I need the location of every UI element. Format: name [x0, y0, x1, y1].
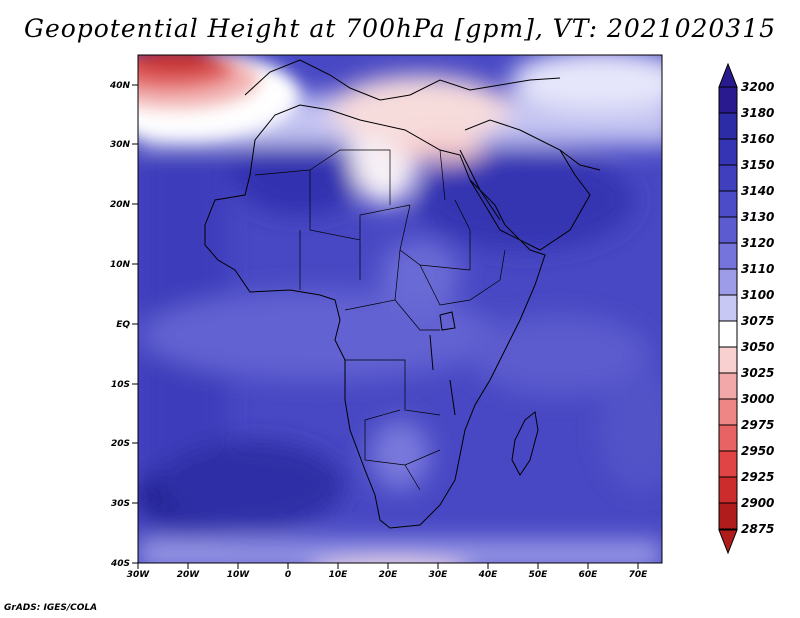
colorbar-segment [718, 320, 738, 348]
colorbar-label: 3150 [741, 158, 774, 172]
lat-label-10s: 10S [111, 380, 130, 390]
coastlines [204, 59, 601, 529]
lon-label-20e: 20E [379, 570, 399, 580]
colorbar-arrow-bottom [718, 529, 738, 555]
persian-gulf [559, 149, 601, 171]
africa-coastline [204, 104, 546, 529]
colorbar-label: 2900 [741, 496, 774, 510]
colorbar-label: 2925 [741, 470, 774, 484]
colorbar-segment [718, 86, 738, 114]
colorbar-label: 3000 [741, 392, 774, 406]
europe-coastline [244, 59, 561, 101]
colorbar-segment [718, 138, 738, 166]
lat-label-40n: 40N [109, 81, 131, 91]
lon-label-20w: 20W [177, 570, 201, 580]
colorbar-segment [718, 424, 738, 452]
colorbar-segment [718, 164, 738, 192]
lat-label-20s: 20S [111, 439, 130, 449]
lon-label-30e: 30E [429, 570, 449, 580]
colorbar-segment [718, 502, 738, 530]
chart-title: Geopotential Height at 700hPa [gpm], VT:… [23, 14, 777, 43]
lat-label-20n: 20N [110, 200, 131, 210]
lon-label-0: 0 [285, 570, 291, 580]
arabia-coastline [464, 119, 591, 251]
colorbar-segment [718, 112, 738, 140]
colorbar-label: 3180 [741, 106, 774, 120]
lat-label-40s: 40S [110, 559, 130, 569]
colorbar-label: 3100 [741, 288, 774, 302]
shaded-field [138, 55, 662, 563]
colorbar-segment [718, 294, 738, 322]
madagascar-coastline [511, 411, 539, 476]
colorbar-label: 3075 [741, 314, 774, 328]
lat-label-30s: 30S [111, 499, 130, 509]
colorbar-segment [718, 398, 738, 426]
lon-label-60e: 60E [579, 570, 599, 580]
lon-label-50e: 50E [529, 570, 549, 580]
colorbar-label: 3025 [741, 366, 774, 380]
lat-label-30n: 30N [110, 140, 131, 150]
colorbar-label: 3200 [741, 80, 774, 94]
lon-label-70e: 70E [629, 570, 649, 580]
colorbar-segment [718, 190, 738, 218]
lon-label-10e: 10E [329, 570, 349, 580]
colorbar-segment [718, 346, 738, 374]
colorbar-segment [718, 268, 738, 296]
great-rift-lakes [429, 334, 456, 416]
country-borders [254, 149, 506, 491]
colorbar-label: 2950 [741, 444, 774, 458]
lon-axis: 30W 20W 10W 0 10E 20E 30E 40E 50E 60E 70… [127, 563, 648, 580]
colorbar-arrow-top [718, 62, 738, 88]
colorbar-label: 3160 [741, 132, 774, 146]
colorbar-label: 3110 [741, 262, 774, 276]
colorbar-label: 3050 [741, 340, 774, 354]
colorbar-label: 3120 [741, 236, 774, 250]
colorbar-segment [718, 476, 738, 504]
colorbar-segment [718, 372, 738, 400]
colorbar-label: 2975 [741, 418, 774, 432]
colorbar-segment [718, 450, 738, 478]
grads-credit: GrADS: IGES/COLA [4, 603, 98, 613]
lon-label-30w: 30W [127, 570, 151, 580]
lat-axis: 40N 30N 20N 10N EQ 10S 20S 30S 40S [109, 81, 138, 569]
lon-label-40e: 40E [478, 570, 499, 580]
map-frame [137, 54, 663, 564]
colorbar-label: 2875 [741, 522, 774, 536]
lat-label-eq: EQ [116, 320, 130, 330]
red-sea [459, 149, 501, 221]
colorbar-label: 3130 [741, 210, 774, 224]
lon-label-10w: 10W [227, 570, 251, 580]
colorbar-segment [718, 242, 738, 270]
colorbar-label: 3140 [741, 184, 774, 198]
lake-victoria [439, 311, 456, 331]
lat-label-10n: 10N [110, 260, 131, 270]
colorbar: 3200 3180 3160 3150 3140 3130 3120 3110 3100 3075… [718, 62, 774, 555]
colorbar-segment [718, 216, 738, 244]
